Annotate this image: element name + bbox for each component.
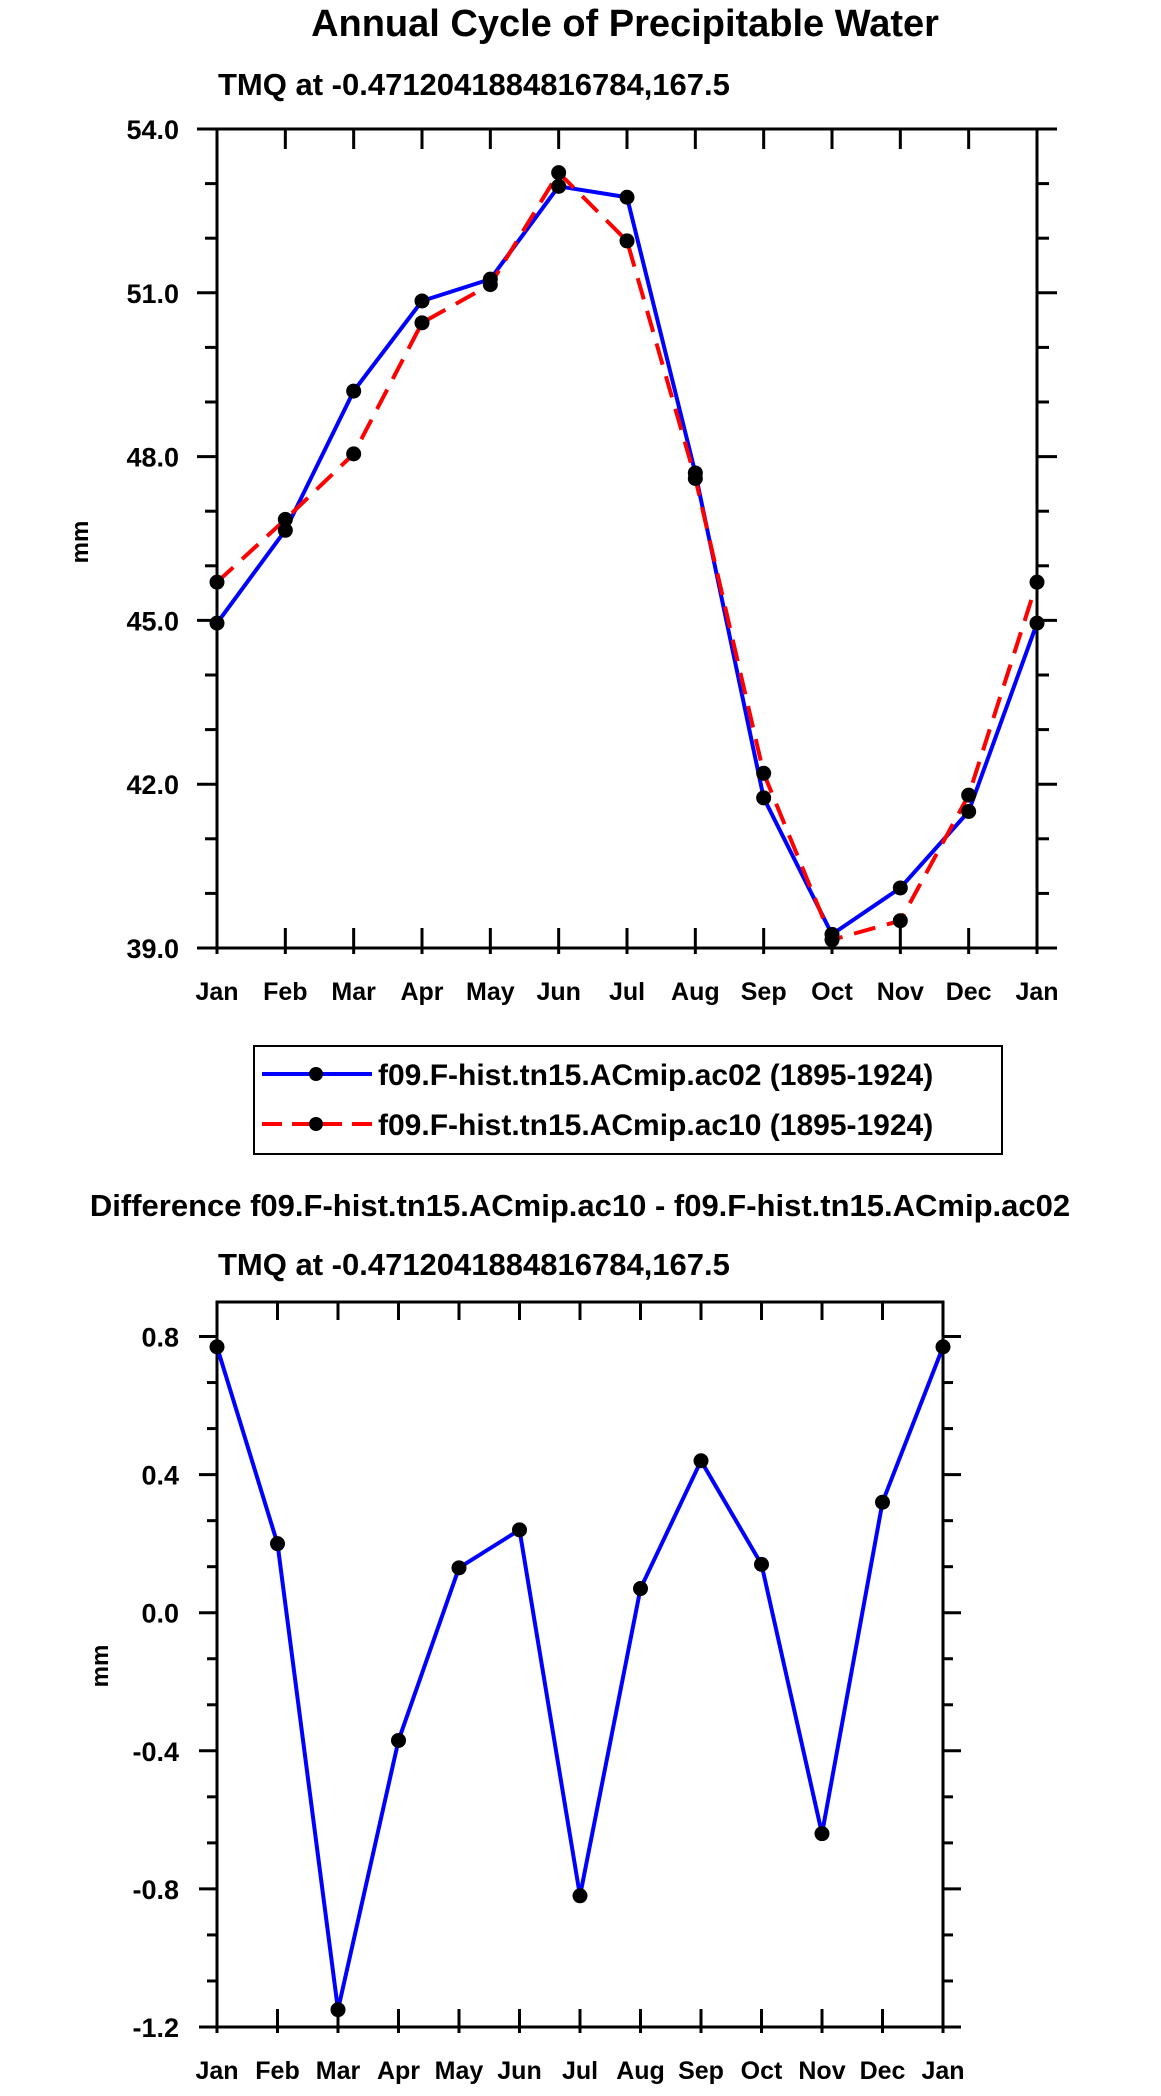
data-point-series-1 xyxy=(482,277,498,293)
y-tick-label: -0.4 xyxy=(132,1737,179,1767)
y-tick-label: 45.0 xyxy=(126,606,179,636)
x-tick-label: May xyxy=(466,978,515,1006)
y-tick-label: 0.4 xyxy=(141,1461,179,1491)
x-tick-label: Apr xyxy=(377,2057,420,2085)
y-tick-label: 54.0 xyxy=(126,115,179,145)
top-chart-frame xyxy=(215,127,1039,950)
data-point-series-1 xyxy=(687,470,703,486)
data-point-series-0 xyxy=(1029,615,1045,631)
x-tick-label: Oct xyxy=(741,2057,783,2085)
y-tick-label: 39.0 xyxy=(126,934,179,964)
x-tick-label: Jan xyxy=(195,2057,238,2085)
legend-label-ac02: f09.F-hist.tn15.ACmip.ac02 (1895-1924) xyxy=(378,1059,933,1092)
y-tick-label: 42.0 xyxy=(126,770,179,800)
series-line-0 xyxy=(215,184,1039,937)
legend-box xyxy=(253,1045,1003,1155)
x-tick-label: Aug xyxy=(616,2057,665,2085)
x-tick-label: Feb xyxy=(255,2057,299,2085)
bottom-chart-y-axis-label: mm xyxy=(87,1645,114,1688)
x-tick-label: Dec xyxy=(860,2057,906,2085)
data-point-series-1 xyxy=(277,511,293,527)
data-point-series-0 xyxy=(961,804,977,819)
data-point-series-0 xyxy=(270,1536,285,1552)
top-chart-y-axis-label: mm xyxy=(67,521,94,564)
bottom-chart: Jan Feb Mar Apr May Jun Jul Aug Sep Oct Nov Dec Jan-… xyxy=(132,1300,965,2085)
data-point-series-1 xyxy=(961,787,977,803)
y-tick-label: 0.8 xyxy=(141,1323,179,1353)
data-point-series-0 xyxy=(875,1494,890,1510)
x-tick-label: Nov xyxy=(798,2057,845,2085)
main-title: Annual Cycle of Precipitable Water xyxy=(311,3,939,45)
data-point-series-0 xyxy=(892,880,908,896)
y-tick-label: -0.8 xyxy=(132,1875,179,1905)
data-point-series-0 xyxy=(935,1339,951,1355)
data-point-series-0 xyxy=(346,383,362,399)
x-tick-label: Oct xyxy=(811,978,853,1006)
data-point-series-1 xyxy=(824,932,840,948)
y-tick-label: 48.0 xyxy=(126,443,179,473)
legend-label-ac10: f09.F-hist.tn15.ACmip.ac10 (1895-1924) xyxy=(378,1109,933,1142)
data-point-series-0 xyxy=(551,178,567,194)
x-tick-label: Mar xyxy=(331,978,376,1006)
data-point-series-1 xyxy=(756,765,772,781)
series-line-1 xyxy=(215,170,1039,942)
data-point-series-0 xyxy=(209,615,225,631)
data-point-series-0 xyxy=(619,189,635,205)
data-point-series-0 xyxy=(391,1732,406,1748)
x-tick-label: Jun xyxy=(497,2057,541,2085)
x-tick-label: Mar xyxy=(316,2057,361,2085)
data-point-series-0 xyxy=(451,1560,467,1576)
data-point-series-0 xyxy=(814,1826,830,1842)
data-point-series-0 xyxy=(572,1888,588,1904)
x-tick-label: Feb xyxy=(263,978,307,1006)
x-tick-label: Aug xyxy=(671,978,720,1006)
x-tick-label: May xyxy=(435,2057,484,2085)
x-tick-label: Apr xyxy=(400,978,443,1006)
x-tick-label: Jun xyxy=(536,978,580,1006)
data-point-series-0 xyxy=(693,1453,709,1469)
legend-marker-ac10 xyxy=(309,1117,323,1131)
data-point-series-1 xyxy=(414,315,430,331)
data-point-series-1 xyxy=(619,233,635,249)
data-point-series-0 xyxy=(754,1556,769,1572)
legend-marker-ac02 xyxy=(309,1067,323,1081)
data-point-series-0 xyxy=(512,1522,527,1538)
y-tick-label: 0.0 xyxy=(141,1599,179,1629)
x-tick-label: Sep xyxy=(741,978,787,1006)
x-tick-label: Jul xyxy=(609,978,645,1006)
data-point-series-1 xyxy=(551,165,567,181)
top-chart-subtitle: TMQ at -0.4712041884816784,167.5 xyxy=(218,67,730,102)
data-point-series-0 xyxy=(414,293,430,309)
data-point-series-1 xyxy=(209,574,225,590)
data-point-series-0 xyxy=(330,2002,346,2018)
x-tick-label: Jan xyxy=(1015,978,1058,1006)
data-point-series-1 xyxy=(892,913,908,929)
data-point-series-0 xyxy=(756,790,772,806)
y-tick-label: -1.2 xyxy=(132,2013,179,2043)
y-tick-label: 51.0 xyxy=(126,279,179,309)
legend: f09.F-hist.tn15.ACmip.ac02 (1895-1924) f… xyxy=(253,1045,1003,1155)
data-point-series-1 xyxy=(1029,574,1045,590)
bottom-chart-subtitle: TMQ at -0.4712041884816784,167.5 xyxy=(218,1247,730,1282)
series-line-0 xyxy=(215,1346,945,2012)
data-point-series-1 xyxy=(346,446,362,462)
data-point-series-0 xyxy=(633,1581,648,1597)
x-tick-label: Dec xyxy=(946,978,992,1006)
x-tick-label: Jan xyxy=(921,2057,964,2085)
x-tick-label: Jul xyxy=(562,2057,598,2085)
top-chart: Jan Feb Mar Apr May Jun Jul Aug Sep Oct Nov Dec Jan 3… xyxy=(126,115,1058,1006)
data-point-series-0 xyxy=(209,1339,225,1355)
data-point-series-0 xyxy=(277,522,293,538)
difference-title: Difference f09.F-hist.tn15.ACmip.ac10 - … xyxy=(90,1188,1070,1223)
x-tick-label: Jan xyxy=(195,978,238,1006)
x-tick-label: Nov xyxy=(877,978,924,1006)
x-tick-label: Sep xyxy=(678,2057,724,2085)
